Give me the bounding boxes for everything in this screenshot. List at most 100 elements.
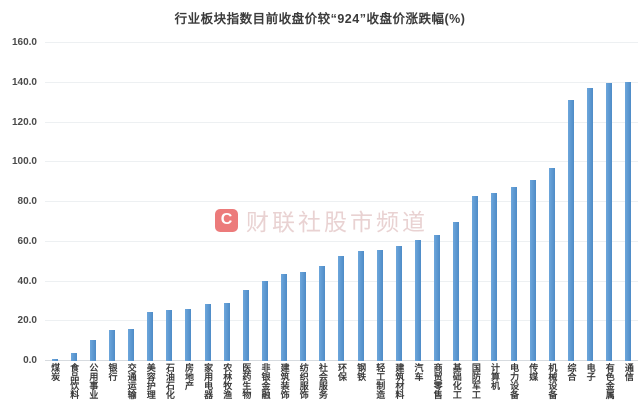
bar-column bbox=[255, 43, 274, 361]
bar bbox=[242, 289, 249, 361]
bar bbox=[376, 250, 383, 361]
gridline bbox=[45, 240, 638, 242]
bar bbox=[223, 303, 230, 361]
x-axis-slot: 有色金属 bbox=[600, 363, 619, 419]
x-axis-category-label: 环保 bbox=[336, 363, 347, 381]
x-axis: 煤炭 食品饮料 公用事业 银行 交通运输 美容护理 石油石化 房地产 家用电器 农林牧渔 医药生物非… bbox=[45, 363, 638, 419]
x-axis-category-label: 电力设备 bbox=[509, 363, 520, 399]
x-axis-category-label: 综合 bbox=[566, 363, 577, 381]
chart-title: 行业板块指数目前收盘价较“924”收盘价涨跌幅(%) bbox=[174, 12, 466, 26]
x-axis-category-label: 钢铁 bbox=[356, 363, 367, 381]
x-axis-slot: 基础化工 bbox=[447, 363, 466, 419]
x-axis-slot: 计算机 bbox=[485, 363, 504, 419]
bar bbox=[338, 256, 345, 361]
bar-column bbox=[122, 43, 141, 361]
x-axis-category-label: 非银金融 bbox=[260, 363, 271, 399]
y-axis-tick-label: 140.0 bbox=[11, 76, 37, 88]
x-axis-slot: 建筑材料 bbox=[389, 363, 408, 419]
x-axis-slot: 石油石化 bbox=[160, 363, 179, 419]
bar bbox=[89, 339, 96, 361]
y-axis-tick-label: 60.0 bbox=[17, 235, 37, 247]
x-axis-category-label: 石油石化 bbox=[164, 363, 175, 399]
x-axis-slot: 建筑装饰 bbox=[275, 363, 294, 419]
x-axis-category-label: 银行 bbox=[107, 363, 118, 381]
bar bbox=[166, 309, 173, 361]
x-axis-category-label: 建筑装饰 bbox=[279, 363, 290, 399]
bar bbox=[319, 265, 326, 361]
x-axis-category-label: 煤炭 bbox=[50, 363, 61, 381]
x-axis-category-label: 汽车 bbox=[413, 363, 424, 381]
bar-column bbox=[447, 43, 466, 361]
x-axis-slot: 食品饮料 bbox=[64, 363, 83, 419]
y-axis-tick-label: 40.0 bbox=[17, 275, 37, 287]
x-axis-category-label: 房地产 bbox=[183, 363, 194, 390]
bar-column bbox=[160, 43, 179, 361]
y-axis-tick-label: 160.0 bbox=[11, 37, 37, 48]
bar-column bbox=[581, 43, 600, 361]
bar bbox=[606, 82, 613, 361]
x-axis-slot: 国防军工 bbox=[466, 363, 485, 419]
bar bbox=[128, 329, 135, 361]
x-axis-slot: 汽车 bbox=[408, 363, 427, 419]
bar bbox=[357, 250, 364, 361]
x-axis-category-label: 通信 bbox=[623, 363, 634, 381]
x-axis-slot: 社会服务 bbox=[313, 363, 332, 419]
bar bbox=[587, 87, 594, 361]
x-axis-slot: 医药生物 bbox=[236, 363, 255, 419]
bar bbox=[261, 280, 268, 361]
bar bbox=[453, 221, 460, 361]
x-axis-category-label: 纺织服饰 bbox=[298, 363, 309, 399]
x-axis-slot: 电力设备 bbox=[504, 363, 523, 419]
bar bbox=[414, 239, 421, 361]
bar bbox=[300, 272, 307, 361]
bar-column bbox=[619, 43, 638, 361]
y-axis-tick-label: 120.0 bbox=[11, 116, 37, 128]
bar bbox=[185, 308, 192, 361]
x-axis-slot: 银行 bbox=[102, 363, 121, 419]
bar bbox=[491, 192, 498, 361]
bar bbox=[395, 246, 402, 361]
bar bbox=[108, 330, 115, 361]
x-axis-category-label: 建筑材料 bbox=[394, 363, 405, 399]
bar bbox=[567, 99, 574, 361]
x-axis-slot: 交通运输 bbox=[122, 363, 141, 419]
x-axis-category-label: 轻工制造 bbox=[375, 363, 386, 399]
x-axis-slot: 美容护理 bbox=[141, 363, 160, 419]
bar-column bbox=[408, 43, 427, 361]
bar-column bbox=[294, 43, 313, 361]
x-axis-slot: 钢铁 bbox=[351, 363, 370, 419]
x-axis-category-label: 社会服务 bbox=[317, 363, 328, 399]
bar-column bbox=[428, 43, 447, 361]
gridline bbox=[45, 201, 638, 202]
x-axis-category-label: 计算机 bbox=[489, 363, 500, 390]
gridline bbox=[45, 161, 638, 163]
plot-area: C 财联社股市频道 bbox=[45, 42, 638, 361]
bar-column bbox=[523, 43, 542, 361]
bar bbox=[70, 353, 77, 361]
bar bbox=[147, 311, 154, 361]
bar bbox=[548, 168, 555, 361]
bar-column bbox=[198, 43, 217, 361]
bar-column bbox=[64, 43, 83, 361]
x-axis-slot: 房地产 bbox=[179, 363, 198, 419]
y-axis-tick-label: 20.0 bbox=[17, 315, 37, 327]
bar bbox=[51, 359, 58, 361]
x-axis-category-label: 国防军工 bbox=[470, 363, 481, 399]
x-axis-category-label: 美容护理 bbox=[145, 363, 156, 399]
bar-column bbox=[217, 43, 236, 361]
x-axis-category-label: 机械设备 bbox=[547, 363, 558, 399]
bar-column bbox=[313, 43, 332, 361]
x-axis-slot: 环保 bbox=[332, 363, 351, 419]
y-axis-tick-label: 0.0 bbox=[23, 355, 37, 366]
x-axis-slot: 机械设备 bbox=[542, 363, 561, 419]
x-axis-slot: 通信 bbox=[619, 363, 638, 419]
bar-series bbox=[45, 43, 638, 361]
bar-column bbox=[351, 43, 370, 361]
bar-column bbox=[275, 43, 294, 361]
bar-column bbox=[542, 43, 561, 361]
bar-column bbox=[485, 43, 504, 361]
bar-column bbox=[466, 43, 485, 361]
bar bbox=[625, 82, 632, 361]
x-axis-slot: 家用电器 bbox=[198, 363, 217, 419]
bar bbox=[434, 234, 441, 361]
